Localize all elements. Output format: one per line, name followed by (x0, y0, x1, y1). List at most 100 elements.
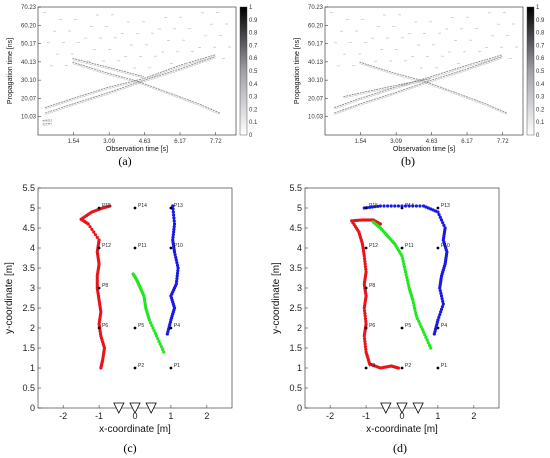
trajectory-point-series-3 (426, 206, 430, 210)
noise-speck (506, 35, 509, 36)
reference-point-label: P4 (174, 323, 180, 329)
noise-speck (500, 46, 503, 48)
noise-speck (114, 37, 117, 39)
noise-speck (121, 33, 124, 34)
colorbar-tick-label: 0 (249, 133, 253, 139)
y-tick-label: 4 (297, 243, 302, 253)
colorbar-tick-label: 0.9 (249, 18, 258, 24)
trajectory-point-series-2 (156, 337, 160, 341)
trajectory-point-series-3 (172, 219, 176, 223)
noise-speck (380, 49, 383, 50)
trajectory-point-series-1 (92, 230, 96, 234)
trajectory-point-series-1 (88, 225, 92, 229)
y-tick-label: 0.5 (289, 383, 302, 393)
noise-speck (364, 42, 367, 43)
colorbar-tick-label: 0.2 (536, 107, 545, 113)
trajectory-point-series-2 (151, 326, 155, 330)
colorbar-tick-label: 0.2 (249, 107, 258, 113)
colorbar (239, 6, 248, 136)
trajectory-point-series-3 (376, 204, 380, 208)
trajectory-point-series-2 (157, 339, 161, 343)
noise-speck (201, 12, 204, 14)
colorbar-tick-label: 0.4 (536, 82, 545, 88)
noise-speck (133, 67, 136, 69)
y-tick-label: 3 (30, 283, 35, 293)
noise-speck (497, 23, 500, 25)
trajectory-point-series-3 (407, 204, 411, 208)
trajectory-point-series-3 (171, 204, 175, 208)
trajectory-point-series-2 (401, 259, 405, 263)
y-tick-label: 0.5 (22, 383, 35, 393)
x-axis-label: x-coordinate [m] (99, 424, 171, 435)
trajectory-point-series-3 (373, 205, 377, 209)
reference-point-label: P8 (102, 283, 108, 289)
noise-speck (173, 28, 176, 30)
y-tick-label: 3 (297, 283, 302, 293)
reference-point-label: P13 (441, 203, 450, 209)
trace-line (42, 122, 52, 125)
trajectory-point-series-2 (160, 347, 165, 351)
sensor-marker (113, 402, 125, 414)
reference-point (133, 366, 137, 370)
reference-point (364, 326, 368, 330)
trajectory-point-series-1 (362, 309, 367, 313)
x-axis-label: Observation time [s] (106, 146, 168, 153)
trajectory-point-series-3 (368, 205, 372, 209)
noise-speck (509, 58, 512, 59)
noise-speck (161, 51, 164, 53)
reference-point-label: P6 (102, 323, 108, 329)
reference-point (97, 326, 101, 330)
trajectory-point-series-2 (413, 309, 417, 313)
y-tick-label: 4 (30, 243, 35, 253)
trajectory-point-series-1 (363, 317, 368, 321)
noise-speck (411, 56, 414, 57)
colorbar-tick-label: 0.1 (249, 120, 258, 126)
noise-speck (408, 33, 411, 34)
trajectory-point-series-3 (175, 277, 179, 281)
noise-speck (43, 12, 46, 13)
noise-speck (47, 42, 50, 44)
trajectory-point-series-2 (425, 338, 429, 342)
noise-speck (105, 26, 108, 27)
y-tick-label: 70.23 (308, 5, 324, 11)
trajectory-point-series-3 (378, 204, 383, 208)
trajectory-point-series-3 (442, 223, 446, 227)
trajectory-point-series-1 (363, 339, 367, 343)
y-tick-label: 60.20 (308, 23, 324, 29)
noise-speck (93, 49, 96, 50)
reference-point (169, 246, 173, 250)
colorbar-tick-label: 0 (536, 133, 540, 139)
x-tick-label: 2 (471, 411, 476, 421)
trajectory-point-series-3 (172, 216, 176, 220)
noise-speck (176, 51, 179, 53)
reference-point-label: P13 (174, 203, 183, 209)
noise-speck (191, 51, 194, 52)
y-tick-label: 20.07 (21, 96, 37, 102)
noise-speck (62, 42, 65, 43)
colorbar-tick-label: 0.7 (536, 43, 545, 49)
noise-speck (111, 14, 114, 16)
reference-point (97, 246, 101, 250)
x-tick-label: 6.17 (461, 139, 473, 145)
x-tick-label: 1 (168, 411, 173, 421)
colorbar (526, 6, 535, 136)
trajectory-point-series-3 (439, 294, 444, 298)
noise-speck (414, 21, 417, 23)
noise-speck (392, 26, 395, 27)
trajectory-point-series-2 (400, 257, 405, 261)
noise-speck (228, 46, 231, 48)
trajectory-point-series-3 (433, 209, 438, 213)
reference-point (436, 366, 440, 370)
noise-speck (454, 40, 457, 41)
y-tick-label: 1.5 (289, 343, 302, 353)
noise-speck (127, 21, 130, 23)
trajectory-point-series-2 (412, 303, 416, 307)
colorbar-tick-label: 0.7 (249, 43, 258, 49)
trajectory-point-series-3 (436, 210, 440, 214)
heatmap-panel-a: 10.03 20.07 30.10 40.13 50.17 60.20 70.23 1.54 3… (7, 5, 258, 168)
noise-speck (457, 63, 460, 64)
noise-speck (145, 44, 148, 46)
noise-speck (340, 30, 343, 32)
trajectory-point-series-1 (363, 265, 368, 269)
